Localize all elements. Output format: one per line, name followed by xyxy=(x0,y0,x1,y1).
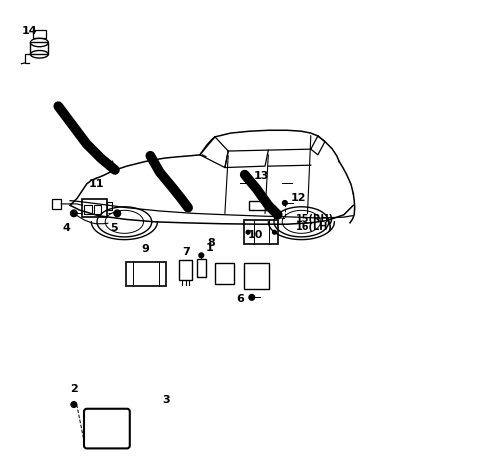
Text: 2: 2 xyxy=(70,384,78,394)
Bar xyxy=(84,205,92,214)
Circle shape xyxy=(71,210,77,217)
Bar xyxy=(94,205,101,214)
Text: 6: 6 xyxy=(236,294,244,304)
Text: 9: 9 xyxy=(142,244,150,254)
Bar xyxy=(30,42,48,54)
Circle shape xyxy=(249,295,254,300)
Bar xyxy=(250,201,268,210)
Text: 1: 1 xyxy=(206,243,214,253)
Text: 16(LH): 16(LH) xyxy=(296,221,333,232)
Text: 8: 8 xyxy=(208,238,216,248)
Bar xyxy=(197,259,205,277)
Text: 3: 3 xyxy=(162,395,170,405)
Circle shape xyxy=(282,201,287,205)
Text: 4: 4 xyxy=(63,223,71,234)
Bar xyxy=(244,263,269,289)
Text: 11: 11 xyxy=(88,178,104,189)
Text: 15(RH): 15(RH) xyxy=(296,214,334,225)
Circle shape xyxy=(199,253,204,258)
Text: 7: 7 xyxy=(182,246,190,257)
Circle shape xyxy=(246,230,250,234)
Text: 14: 14 xyxy=(22,25,38,36)
Text: 13: 13 xyxy=(253,171,269,181)
Text: 12: 12 xyxy=(290,193,306,203)
Bar xyxy=(83,199,107,217)
Text: 5: 5 xyxy=(110,223,117,234)
Bar xyxy=(107,202,112,210)
Bar xyxy=(126,262,166,286)
Bar xyxy=(244,220,278,244)
Bar xyxy=(179,260,192,280)
Circle shape xyxy=(71,402,77,407)
Bar xyxy=(216,263,234,284)
Text: 10: 10 xyxy=(248,229,263,240)
Circle shape xyxy=(114,210,120,217)
Bar xyxy=(33,30,46,38)
Circle shape xyxy=(273,230,276,234)
Bar xyxy=(52,199,61,209)
